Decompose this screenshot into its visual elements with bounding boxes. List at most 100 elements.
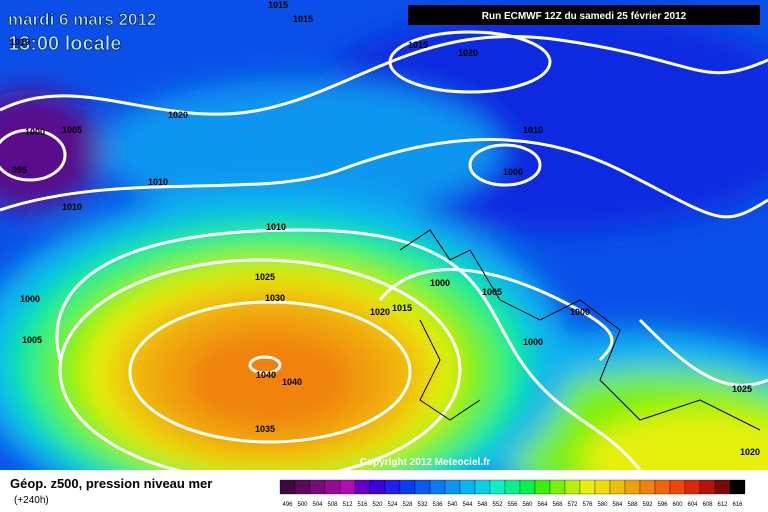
colorbar-cell — [579, 479, 596, 495]
colorbar-cell — [309, 479, 326, 495]
colorbar-cell — [414, 479, 431, 495]
colorbar-label: 528 — [402, 502, 413, 508]
colorbar-label: 572 — [567, 502, 578, 508]
colorbar-label: 580 — [597, 502, 608, 508]
colorbar-label: 616 — [732, 502, 743, 508]
colorbar-cell — [699, 479, 716, 495]
colorbar-cell — [654, 479, 671, 495]
date: mardi 6 mars 2012 — [8, 10, 156, 29]
isobar-label: 1020 — [168, 110, 188, 120]
isobar-label: 1020 — [740, 447, 760, 457]
isobar-label: 1020 — [370, 307, 390, 317]
colorbar-label: 596 — [657, 502, 668, 508]
colorbar-cell — [459, 479, 476, 495]
colorbar-cell — [384, 479, 401, 495]
colorbar-cell — [339, 479, 356, 495]
colorbar-cell — [714, 479, 731, 495]
colorbar-cell — [399, 479, 416, 495]
colorbar-label: 500 — [297, 502, 308, 508]
colorbar-cell — [279, 479, 296, 495]
colorbar-cell — [684, 479, 701, 495]
isobar-label: 1000 — [25, 127, 45, 137]
isobar-label: 1035 — [255, 424, 275, 434]
isobar-label: 1010 — [523, 125, 543, 135]
time: 13:00 locale — [8, 33, 121, 55]
colorbar-label: 508 — [327, 502, 338, 508]
isobar-label: 1005 — [62, 125, 82, 135]
colorbar-cell — [429, 479, 446, 495]
colorbar-label: 560 — [522, 502, 533, 508]
colorbar-cell — [369, 479, 386, 495]
isobar-label: 1025 — [255, 272, 275, 282]
colorbar-label: 516 — [357, 502, 368, 508]
isobar-label: 1010 — [266, 222, 286, 232]
colorbar-cell — [444, 479, 461, 495]
colorbar-cell — [609, 479, 626, 495]
isobar-label: 1000 — [570, 307, 590, 317]
colorbar-cell — [534, 479, 551, 495]
colorbar-label: 584 — [612, 502, 623, 508]
colorbar-cell — [624, 479, 641, 495]
colorbar-label: 568 — [552, 502, 563, 508]
legend-title: Géop. z500, pression niveau mer — [10, 476, 212, 491]
isobar-label: 1015 — [268, 0, 288, 10]
colorbar-label: 548 — [477, 502, 488, 508]
colorbar-label: 536 — [432, 502, 443, 508]
isobar-label: 1040 — [282, 377, 302, 387]
colorbar-label: 524 — [387, 502, 398, 508]
isobar-labels: 1015101510151020102010001005995101010101… — [10, 0, 760, 457]
colorbar-label: 512 — [342, 502, 353, 508]
colorbar-cell — [564, 479, 581, 495]
lead-time: (+240h) — [14, 495, 49, 506]
colorbar-label: 504 — [312, 502, 323, 508]
isobar-label: 995 — [12, 165, 27, 175]
isobar-label: 1015 — [293, 14, 313, 24]
colorbar-cell — [549, 479, 566, 495]
colorbar-label: 532 — [417, 502, 428, 508]
colorbar-cell — [354, 479, 371, 495]
colorbar-label: 520 — [372, 502, 383, 508]
colorbar-label: 576 — [582, 502, 593, 508]
colorbar-label: 588 — [627, 502, 638, 508]
colorbar-cell — [474, 479, 491, 495]
isobar-label: 1010 — [10, 37, 30, 47]
isobar-label: 1015 — [392, 303, 412, 313]
colorbar: 496 500 504 508 512 516 520 524 528 532 536 540 544 5… — [279, 479, 746, 508]
colorbar-cell — [639, 479, 656, 495]
colorbar-label: 600 — [672, 502, 683, 508]
colorbar-label: 612 — [717, 502, 728, 508]
colorbar-cell — [669, 479, 686, 495]
isobar-label: 1000 — [503, 167, 523, 177]
isobar-label: 1020 — [458, 48, 478, 58]
isobar-label: 1005 — [482, 287, 502, 297]
run-box — [408, 5, 760, 25]
isobar-label: 1000 — [430, 278, 450, 288]
colorbar-label: 552 — [492, 502, 503, 508]
colorbar-label: 564 — [537, 502, 548, 508]
colorbar-cell — [294, 479, 311, 495]
colorbar-cell — [519, 479, 536, 495]
colorbar-label: 544 — [462, 502, 473, 508]
colorbar-cell — [504, 479, 521, 495]
colorbar-label: 556 — [507, 502, 518, 508]
isobar-label: 1015 — [408, 40, 428, 50]
isobar-label: 1030 — [265, 293, 285, 303]
colorbar-cell — [489, 479, 506, 495]
colorbar-cell — [594, 479, 611, 495]
coastline — [399, 229, 761, 431]
isobar-label: 1010 — [62, 202, 82, 212]
isobars — [0, 30, 768, 470]
colorbar-label: 540 — [447, 502, 458, 508]
colorbar-cell — [324, 479, 341, 495]
copyright: Copyright 2012 Meteociel.fr — [360, 457, 491, 468]
colorbar-label: 496 — [282, 502, 293, 508]
colorbar-label: 608 — [702, 502, 713, 508]
isobar-label: 1025 — [732, 384, 752, 394]
colorbar-label: 592 — [642, 502, 653, 508]
isobar-label: 1005 — [22, 335, 42, 345]
isobar-label: 1000 — [20, 294, 40, 304]
isobar-label: 1040 — [256, 370, 276, 380]
colorbar-label: 604 — [687, 502, 698, 508]
